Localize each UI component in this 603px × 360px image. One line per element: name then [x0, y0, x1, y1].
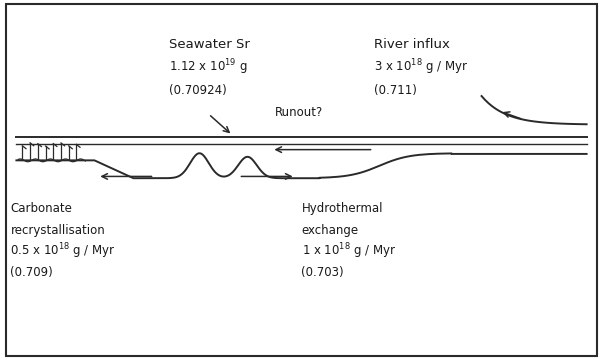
Text: 1 x 10$^{18}$ g / Myr: 1 x 10$^{18}$ g / Myr [302, 241, 396, 261]
Text: Runout?: Runout? [274, 106, 323, 119]
Text: (0.703): (0.703) [302, 266, 344, 279]
Text: Hydrothermal: Hydrothermal [302, 202, 383, 215]
Text: 1.12 x 10$^{19}$ g: 1.12 x 10$^{19}$ g [169, 57, 248, 77]
Text: (0.711): (0.711) [373, 84, 417, 97]
FancyBboxPatch shape [6, 4, 597, 356]
Text: Carbonate: Carbonate [10, 202, 72, 215]
Text: Seawater Sr: Seawater Sr [169, 38, 250, 51]
Text: 0.5 x 10$^{18}$ g / Myr: 0.5 x 10$^{18}$ g / Myr [10, 241, 116, 261]
Text: (0.70924): (0.70924) [169, 84, 227, 97]
Text: River influx: River influx [373, 38, 449, 51]
Text: recrystallisation: recrystallisation [10, 224, 105, 237]
Text: 3 x 10$^{18}$ g / Myr: 3 x 10$^{18}$ g / Myr [373, 57, 468, 77]
Text: (0.709): (0.709) [10, 266, 53, 279]
Text: exchange: exchange [302, 224, 359, 237]
